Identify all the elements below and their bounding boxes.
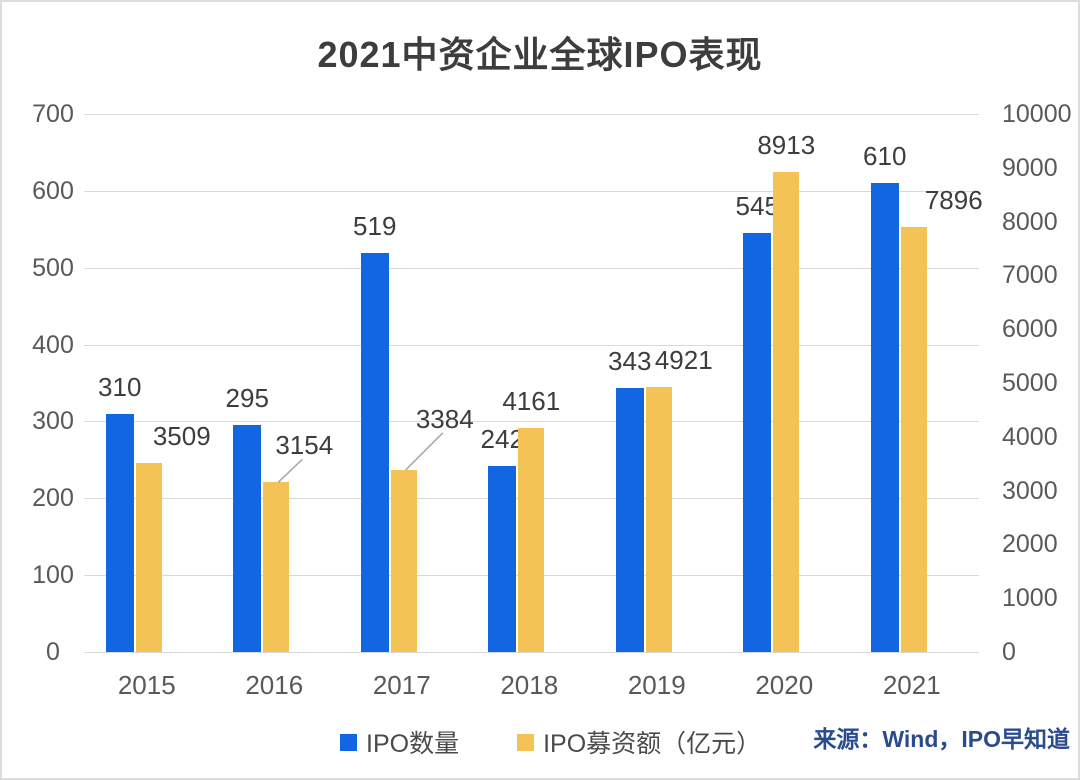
x-axis-label: 2021 (882, 670, 941, 700)
data-label-ipo-count: 610 (863, 141, 907, 172)
left-axis-tick: 700 (32, 100, 74, 128)
left-axis-tick: 0 (46, 638, 60, 666)
data-label-ipo-proceeds: 3384 (415, 403, 474, 434)
grid-line (84, 344, 979, 346)
data-label-ipo-proceeds: 3154 (275, 430, 334, 461)
data-label-ipo-count: 545 (735, 191, 779, 222)
data-label-ipo-count: 242 (480, 424, 524, 454)
bar-ipo-proceeds (900, 227, 927, 652)
left-axis-tick: 500 (32, 253, 74, 282)
x-axis-label: 2019 (627, 670, 686, 700)
x-axis-label: 2015 (117, 670, 176, 700)
left-axis-tick: 200 (32, 484, 74, 513)
source-note: 来源：Wind，IPO早知道 (813, 726, 1070, 752)
bar-ipo-count (615, 388, 644, 652)
grid-line (84, 190, 979, 192)
data-label-ipo-count: 295 (225, 383, 269, 414)
bar-ipo-proceeds (773, 172, 800, 652)
legend-item-ipo-proceeds: IPO募资额（亿元） (517, 724, 761, 760)
legend: IPO数量 IPO募资额（亿元） (340, 724, 761, 760)
legend-item-ipo-count: IPO数量 (340, 724, 459, 760)
bar-ipo-count (360, 253, 389, 652)
data-label-ipo-count: 310 (98, 371, 142, 402)
legend-swatch-yellow (517, 733, 535, 751)
bar-ipo-count (870, 183, 899, 652)
left-axis-tick: 400 (32, 330, 74, 359)
right-axis-tick: 1000 (1002, 584, 1058, 613)
right-axis-tick: 8000 (1002, 207, 1058, 236)
bar-ipo-count (105, 413, 134, 652)
grid-line (84, 267, 979, 269)
right-axis-tick: 0 (1002, 638, 1016, 666)
callout-line (277, 458, 303, 483)
data-label-ipo-proceeds: 7896 (924, 185, 983, 216)
x-axis-label: 2017 (372, 670, 431, 700)
right-axis-tick: 10000 (1002, 100, 1072, 128)
left-axis-tick: 600 (32, 176, 74, 205)
right-axis-tick: 4000 (1002, 422, 1058, 451)
legend-swatch-blue (340, 733, 357, 751)
data-label-ipo-proceeds: 4921 (654, 345, 713, 376)
left-axis-tick: 100 (32, 561, 74, 590)
callout-line (405, 432, 444, 471)
data-label-ipo-proceeds: 4161 (502, 386, 561, 417)
bar-ipo-proceeds (135, 463, 162, 652)
bar-ipo-count (488, 466, 517, 652)
grid-line (84, 421, 979, 423)
x-axis-label: 2018 (500, 670, 559, 700)
bar-ipo-proceeds (518, 428, 545, 652)
grid-line (84, 652, 979, 653)
right-axis-tick: 9000 (1002, 153, 1058, 182)
bar-ipo-proceeds (390, 469, 417, 652)
bar-ipo-count (743, 233, 772, 652)
legend-label-ipo-count: IPO数量 (366, 730, 460, 758)
right-axis-tick: 5000 (1002, 369, 1058, 397)
x-axis-label: 2020 (755, 670, 814, 700)
right-axis-tick: 6000 (1002, 315, 1058, 344)
right-axis-tick: 2000 (1002, 530, 1058, 559)
right-axis-tick: 7000 (1002, 261, 1058, 290)
data-label-ipo-count: 343 (608, 346, 652, 377)
bar-ipo-count (233, 425, 262, 652)
chart-title: 2021中资企业全球IPO表现 (317, 34, 763, 75)
data-label-ipo-count: 519 (353, 211, 397, 242)
right-axis-tick: 3000 (1002, 476, 1058, 505)
bar-ipo-proceeds (645, 387, 672, 652)
x-axis-label: 2016 (245, 670, 304, 700)
grid-line (84, 114, 979, 115)
data-label-ipo-proceeds: 8913 (757, 130, 816, 161)
left-axis-tick: 300 (32, 407, 74, 436)
data-label-ipo-proceeds: 3509 (152, 421, 211, 452)
legend-label-ipo-proceeds: IPO募资额（亿元） (543, 730, 762, 758)
bar-ipo-proceeds (263, 482, 290, 652)
